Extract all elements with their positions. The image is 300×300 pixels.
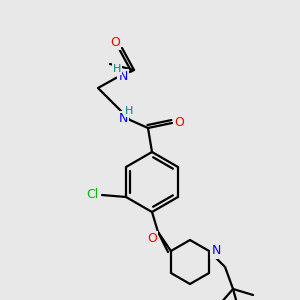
Text: H: H [125,106,133,116]
Text: N: N [118,112,128,125]
Text: O: O [110,35,120,49]
Text: O: O [174,116,184,128]
Text: Cl: Cl [86,188,98,200]
Text: N: N [118,70,128,83]
Text: O: O [147,232,157,245]
Text: H: H [113,64,121,74]
Text: N: N [212,244,221,257]
